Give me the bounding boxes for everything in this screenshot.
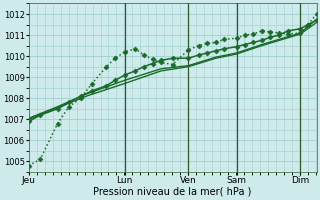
X-axis label: Pression niveau de la mer( hPa ): Pression niveau de la mer( hPa ): [93, 187, 252, 197]
